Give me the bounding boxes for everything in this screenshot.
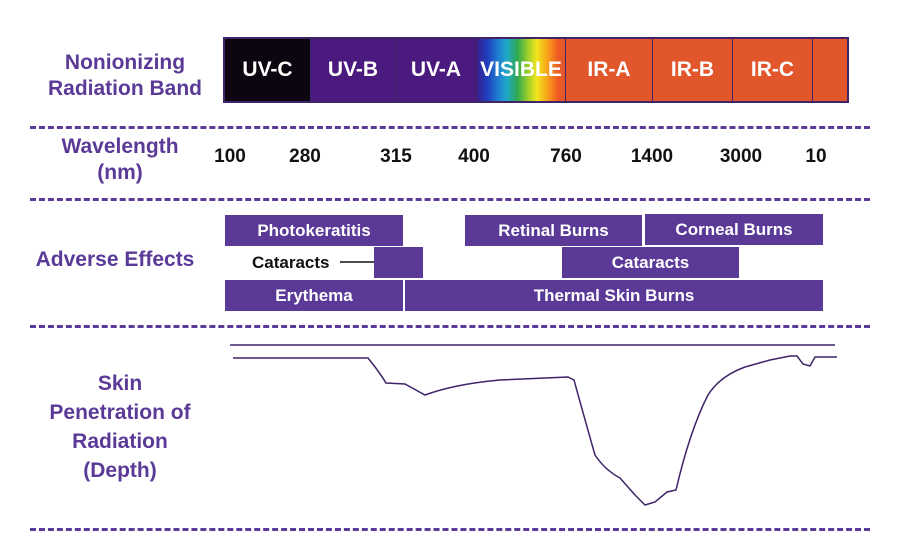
band-ir-a-label: IR-A — [587, 58, 631, 81]
band-ir-b-label: IR-B — [670, 58, 715, 81]
effects-row-label-text: Adverse Effects — [35, 248, 195, 271]
effect-erythema: Erythema — [225, 280, 403, 311]
effect-retinal-burns: Retinal Burns — [465, 215, 642, 246]
effect-ir-cataracts: Cataracts — [562, 247, 739, 278]
depth-row-label-line-1: Skin — [97, 372, 143, 395]
band-row-label-line-2: Radiation Band — [47, 77, 202, 100]
effect-corneal-burns: Corneal Burns — [645, 214, 823, 245]
wavelength-value: 315 — [380, 146, 412, 167]
skin-depth-curve — [233, 355, 837, 506]
band-visible: VISIBLE — [477, 39, 566, 101]
depth-row-label: Skin Penetration of Radiation (Depth) — [25, 369, 215, 485]
band-ir-c: IR-C — [733, 39, 813, 101]
band-uv-b-label: UV-B — [327, 58, 379, 81]
effect-erythema-label: Erythema — [275, 285, 353, 305]
wavelength-value: 10 — [805, 146, 827, 167]
wavelength-row-label-line-2: (nm) — [97, 161, 143, 184]
effect-retinal-burns-label: Retinal Burns — [498, 220, 609, 240]
effect-thermal-skin-burns: Thermal Skin Burns — [405, 280, 823, 311]
band-uv-c: UV-C — [225, 39, 311, 101]
band-ir-c-label: IR-C — [750, 58, 795, 81]
wavelength-value: 760 — [550, 146, 582, 167]
depth-row-label-line-2: Penetration of — [49, 401, 191, 424]
band-row-label: Nonionizing Radiation Band — [30, 50, 220, 102]
wavelength-value: 1400 — [630, 146, 674, 167]
divider-3 — [30, 325, 870, 328]
effect-thermal-skin-burns-label: Thermal Skin Burns — [533, 285, 695, 305]
effect-uv-cataracts-label: Cataracts — [252, 253, 330, 272]
wavelength-value: 3000 — [719, 146, 763, 167]
wavelength-value: 100 — [214, 146, 246, 167]
wavelength-value: 400 — [458, 146, 490, 167]
effect-uv-cataracts — [374, 247, 423, 278]
effects-row-label: Adverse Effects — [20, 247, 210, 273]
radiation-band-bar: UV-C UV-B UV-A VISIBLE IR-A IR-B IR-C — [223, 37, 849, 103]
effect-ir-cataracts-label: Cataracts — [611, 252, 690, 272]
wavelength-row-label-line-1: Wavelength — [61, 135, 179, 158]
divider-1 — [30, 126, 870, 129]
band-ir-b: IR-B — [653, 39, 733, 101]
band-uv-a: UV-A — [396, 39, 477, 101]
effect-photokeratitis-label: Photokeratitis — [257, 220, 371, 240]
divider-4 — [30, 528, 870, 531]
band-visible-label: VISIBLE — [480, 58, 562, 81]
depth-row-label-line-4: (Depth) — [83, 459, 157, 482]
depth-row-label-line-3: Radiation — [72, 430, 168, 453]
band-uv-a-label: UV-A — [410, 58, 462, 81]
band-uv-b: UV-B — [311, 39, 396, 101]
band-row-label-line-1: Nonionizing — [64, 51, 186, 74]
band-ir-a: IR-A — [566, 39, 653, 101]
band-uv-c-label: UV-C — [242, 58, 293, 81]
effect-photokeratitis: Photokeratitis — [225, 215, 403, 246]
wavelength-row-label: Wavelength (nm) — [25, 134, 215, 186]
wavelength-value: 280 — [289, 146, 321, 167]
effect-corneal-burns-label: Corneal Burns — [675, 219, 793, 239]
band-far-ir — [813, 39, 847, 101]
divider-2 — [30, 198, 870, 201]
